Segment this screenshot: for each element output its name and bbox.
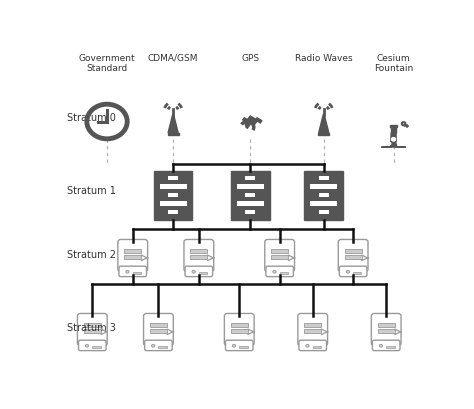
FancyBboxPatch shape (144, 313, 173, 346)
Bar (319, 193, 328, 197)
Circle shape (273, 270, 276, 273)
FancyBboxPatch shape (298, 313, 328, 346)
Polygon shape (319, 115, 329, 133)
Bar (199, 272, 207, 274)
Text: Stratum 1: Stratum 1 (66, 186, 116, 196)
Bar (304, 329, 321, 333)
Bar (160, 201, 187, 206)
Bar (150, 329, 167, 333)
Polygon shape (168, 133, 179, 135)
Text: Radio Waves: Radio Waves (295, 54, 353, 63)
Text: Government
Standard: Government Standard (79, 54, 135, 73)
Polygon shape (243, 118, 249, 123)
FancyBboxPatch shape (266, 266, 293, 276)
Bar (92, 346, 100, 348)
Bar (378, 323, 395, 327)
FancyBboxPatch shape (373, 340, 400, 351)
Polygon shape (168, 115, 178, 133)
Text: Stratum 0: Stratum 0 (66, 113, 116, 124)
Bar (231, 323, 248, 327)
FancyBboxPatch shape (231, 171, 270, 220)
Bar (190, 249, 208, 253)
Circle shape (85, 344, 89, 347)
Circle shape (379, 344, 383, 347)
Bar (84, 329, 101, 333)
FancyBboxPatch shape (79, 340, 106, 351)
Bar (353, 272, 362, 274)
Circle shape (392, 137, 396, 141)
Polygon shape (382, 133, 406, 147)
FancyBboxPatch shape (304, 171, 343, 220)
Bar (168, 176, 178, 180)
Bar (310, 184, 337, 189)
Bar (160, 184, 187, 189)
Bar (386, 346, 394, 348)
FancyBboxPatch shape (226, 340, 253, 351)
Bar (237, 201, 264, 206)
FancyBboxPatch shape (299, 340, 327, 351)
Bar (168, 193, 178, 197)
Bar (246, 176, 255, 180)
Bar (190, 255, 208, 259)
Polygon shape (255, 118, 262, 123)
FancyBboxPatch shape (184, 239, 214, 272)
FancyBboxPatch shape (154, 171, 192, 220)
Text: Stratum 2: Stratum 2 (66, 250, 116, 261)
Circle shape (397, 142, 400, 144)
Circle shape (192, 270, 195, 273)
Bar (271, 255, 288, 259)
FancyBboxPatch shape (185, 266, 213, 276)
Bar (313, 346, 321, 348)
Bar (345, 249, 362, 253)
Bar (304, 323, 321, 327)
Bar (124, 249, 141, 253)
Circle shape (232, 344, 236, 347)
Bar (246, 210, 255, 214)
FancyBboxPatch shape (371, 313, 401, 346)
FancyBboxPatch shape (339, 266, 367, 276)
Bar (84, 323, 101, 327)
Bar (158, 346, 167, 348)
Bar (231, 329, 248, 333)
FancyBboxPatch shape (118, 239, 147, 272)
Bar (237, 184, 264, 189)
FancyBboxPatch shape (119, 266, 146, 276)
Polygon shape (390, 125, 397, 127)
Bar (124, 255, 141, 259)
FancyBboxPatch shape (224, 313, 254, 346)
Text: GPS: GPS (241, 54, 259, 63)
Bar (168, 210, 178, 214)
Polygon shape (391, 126, 396, 133)
Bar (133, 272, 141, 274)
Circle shape (306, 344, 309, 347)
Polygon shape (318, 133, 329, 135)
Circle shape (388, 143, 391, 145)
Bar (150, 323, 167, 327)
FancyBboxPatch shape (265, 239, 294, 272)
Bar (345, 255, 362, 259)
FancyBboxPatch shape (77, 313, 107, 346)
Bar (246, 193, 255, 197)
Polygon shape (247, 116, 258, 125)
Bar (310, 201, 337, 206)
FancyBboxPatch shape (338, 239, 368, 272)
Circle shape (346, 270, 349, 273)
Circle shape (126, 270, 129, 273)
Circle shape (152, 344, 155, 347)
Bar (319, 176, 328, 180)
Bar (271, 249, 288, 253)
Bar (280, 272, 288, 274)
Bar (319, 210, 328, 214)
FancyBboxPatch shape (145, 340, 172, 351)
Text: Stratum 3: Stratum 3 (66, 323, 116, 333)
Text: CDMA/GSM: CDMA/GSM (148, 54, 199, 63)
Bar (378, 329, 395, 333)
Bar (239, 346, 247, 348)
Text: Cesium
Fountain: Cesium Fountain (374, 54, 413, 73)
